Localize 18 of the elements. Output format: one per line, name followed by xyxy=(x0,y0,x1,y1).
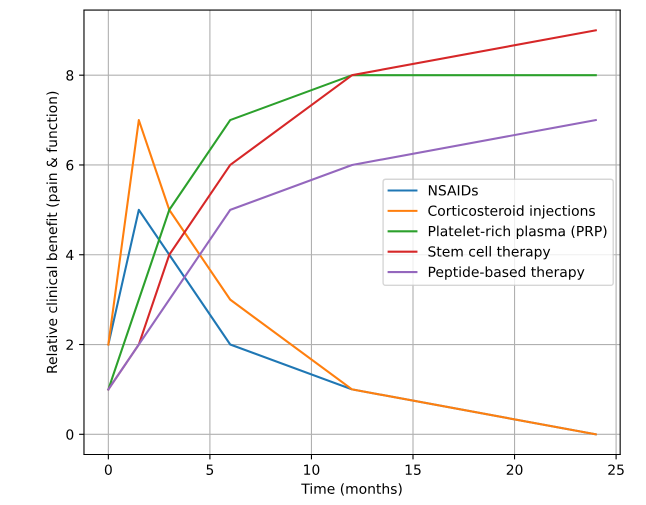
y-tick-label: 8 xyxy=(66,70,74,81)
legend-label: Platelet-rich plasma (PRP) xyxy=(428,226,606,240)
legend-label: Corticosteroid injections xyxy=(428,205,595,219)
x-tick-label: 5 xyxy=(206,464,214,475)
x-axis-title: Time (months) xyxy=(301,483,402,496)
x-tick-label: 15 xyxy=(406,464,421,475)
x-tick-label: 10 xyxy=(304,464,320,475)
y-tick-label: 2 xyxy=(66,339,73,350)
y-tick-label: 0 xyxy=(66,429,74,440)
y-axis-title: Relative clinical benefit (pain & function) xyxy=(46,92,60,373)
legend-label: NSAIDs xyxy=(428,185,478,196)
x-tick-label: 0 xyxy=(104,464,112,475)
y-tick-label: 4 xyxy=(66,250,74,260)
x-tick-label: 20 xyxy=(506,464,522,475)
x-tick-label: 25 xyxy=(608,464,624,475)
legend-label: Peptide-based therapy xyxy=(428,266,584,280)
legend-label: Stem cell therapy xyxy=(428,246,550,260)
y-tick-label: 6 xyxy=(66,160,74,170)
